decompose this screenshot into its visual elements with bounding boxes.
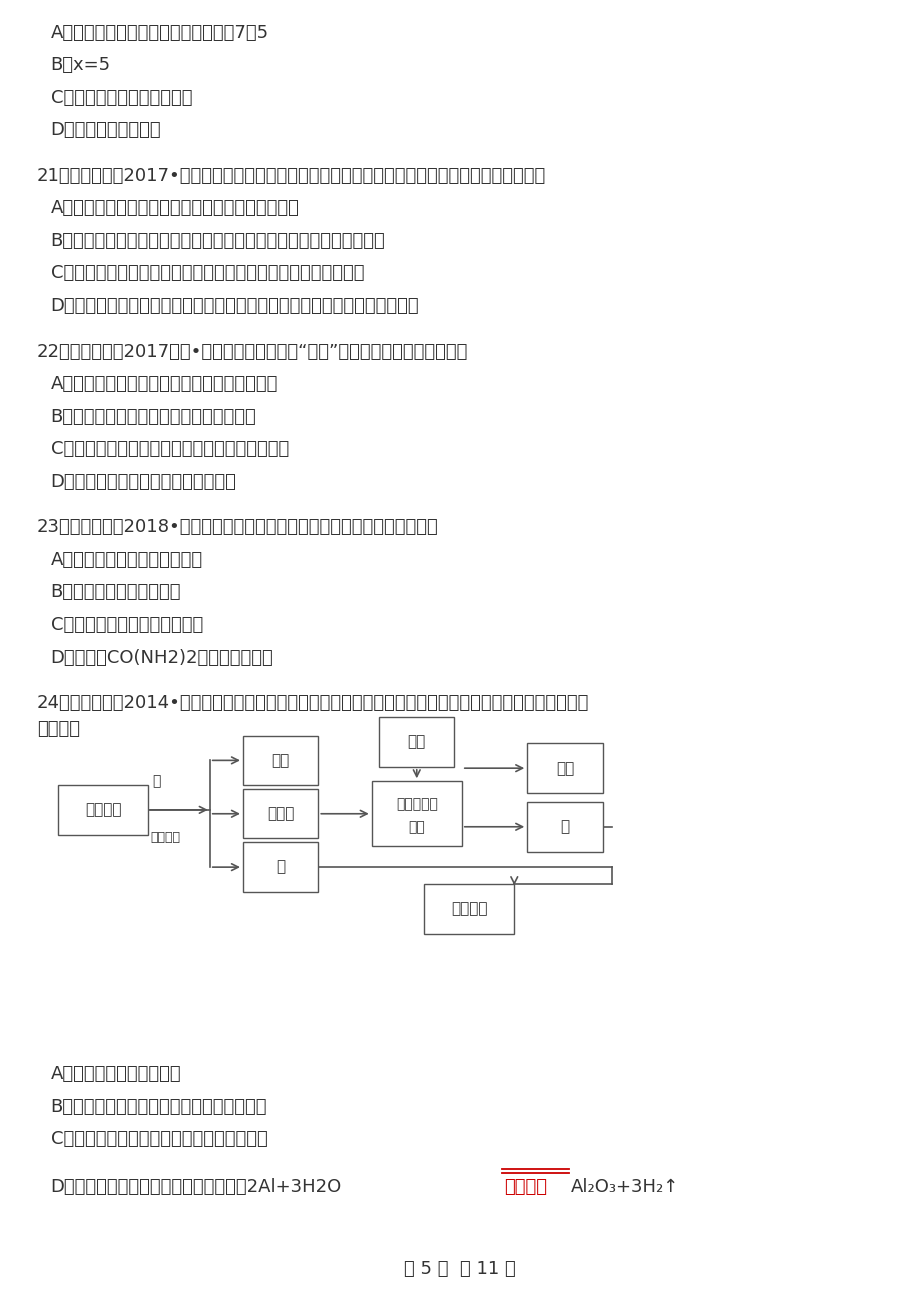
Text: D．该反应为分解反应: D．该反应为分解反应 — [51, 121, 161, 139]
FancyBboxPatch shape — [527, 743, 602, 793]
Text: B．决定元素化学性质的是－最外层电子数: B．决定元素化学性质的是－最外层电子数 — [51, 408, 256, 426]
Text: 一定条件: 一定条件 — [150, 831, 180, 844]
FancyBboxPatch shape — [243, 842, 318, 892]
Text: 第 5 页  共 11 页: 第 5 页 共 11 页 — [403, 1260, 516, 1279]
Text: A．铝、銀均属于金属单质，它们都能与稀硫酸反应: A．铝、銀均属于金属单质，它们都能与稀硫酸反应 — [51, 199, 300, 217]
Text: A．决定元素周期表中原子序数的是－核电荷数: A．决定元素周期表中原子序数的是－核电荷数 — [51, 375, 278, 393]
Text: C．决定元素相对原子质量的是－质子数和中子数: C．决定元素相对原子质量的是－质子数和中子数 — [51, 440, 289, 458]
FancyBboxPatch shape — [371, 781, 461, 846]
FancyBboxPatch shape — [379, 717, 454, 767]
Text: 氧化铝: 氧化铝 — [267, 806, 294, 822]
Text: A．铝镈合金可以循环使用: A．铝镈合金可以循环使用 — [51, 1065, 181, 1083]
FancyBboxPatch shape — [58, 785, 148, 835]
FancyBboxPatch shape — [424, 884, 514, 934]
Text: D．决定元素种类的是－相对原子质量: D．决定元素种类的是－相对原子质量 — [51, 473, 236, 491]
Text: 水: 水 — [153, 773, 161, 788]
Text: 阳光: 阳光 — [407, 734, 425, 750]
Text: 镈: 镈 — [276, 859, 285, 875]
Text: 氧气: 氧气 — [555, 760, 573, 776]
Text: 22．（２分）（2017九上•开江月考）下列关于“决定”的说法不正确的是（　　）: 22．（２分）（2017九上•开江月考）下列关于“决定”的说法不正确的是（ ） — [37, 342, 468, 361]
Text: （　　）: （ ） — [37, 720, 80, 738]
Text: C．氢氧化鑃用于治疗胃酸过多: C．氢氧化鑃用于治疗胃酸过多 — [51, 616, 202, 634]
Text: 太阳能电池: 太阳能电池 — [395, 797, 437, 811]
Text: 24．（２分）（2014•无锡）美国普度大学研发出一种制备氢气的新工艺，流程如图所示．下列说法错误的是: 24．（２分）（2014•无锡）美国普度大学研发出一种制备氢气的新工艺，流程如图… — [37, 694, 588, 712]
Text: 一定条件: 一定条件 — [504, 1178, 547, 1197]
Text: 铝镈合金: 铝镈合金 — [85, 802, 121, 818]
Text: D．铝镈合金与水反应的化学方程式为：2Al+3H2O: D．铝镈合金与水反应的化学方程式为：2Al+3H2O — [51, 1178, 342, 1197]
FancyBboxPatch shape — [527, 802, 602, 852]
Text: 铝镈合金: 铝镈合金 — [450, 901, 487, 917]
Text: B．x=5: B．x=5 — [51, 56, 110, 74]
Text: C．硫酸铵、氯化铵均属于铵盐，它们都不能跟碘性肥料混合使用: C．硫酸铵、氯化铵均属于铵盐，它们都不能跟碘性肥料混合使用 — [51, 264, 364, 283]
Text: A．乙、丁两种物质间反应的质量比为7：5: A．乙、丁两种物质间反应的质量比为7：5 — [51, 23, 268, 42]
FancyBboxPatch shape — [243, 736, 318, 785]
Text: D．一氧化碳、三氧化硫均属于非金属氧化物，它们都能与氮氧化鑃溶液反应: D．一氧化碳、三氧化硫均属于非金属氧化物，它们都能与氮氧化鑃溶液反应 — [51, 297, 419, 315]
Text: Al₂O₃+3H₂↑: Al₂O₃+3H₂↑ — [571, 1178, 679, 1197]
Text: 21．（２分）（2017•安陆模拟）分类法在科学研究中具有广泛的应用．下列说法正确的是（　　）: 21．（２分）（2017•安陆模拟）分类法在科学研究中具有广泛的应用．下列说法正… — [37, 167, 546, 185]
Text: C．流程中的氧化铝、水和氧气都属于氧化物: C．流程中的氧化铝、水和氧气都属于氧化物 — [51, 1130, 267, 1148]
Text: C．丙一定是该反应的催化剂: C．丙一定是该反应的催化剂 — [51, 89, 192, 107]
Text: 23．（２分）（2018•太仓模拟）有关下列物质的用途描述正确的是（　　）: 23．（２分）（2018•太仓模拟）有关下列物质的用途描述正确的是（ ） — [37, 518, 438, 536]
Text: 氢气: 氢气 — [271, 753, 289, 768]
Text: B．液氧作火箭发射的燃料: B．液氧作火箭发射的燃料 — [51, 583, 181, 602]
Text: B．金刚石和石墨都是由碳元素组成的单质，它们的原子排列方式相同: B．金刚石和石墨都是由碳元素组成的单质，它们的原子排列方式相同 — [51, 232, 385, 250]
FancyBboxPatch shape — [243, 789, 318, 838]
Text: A．稀盐酸用于铁制品表面除锈: A．稀盐酸用于铁制品表面除锈 — [51, 551, 202, 569]
Text: D．尿素［CO(NH2)2］作优质复合肥: D．尿素［CO(NH2)2］作优质复合肥 — [51, 648, 273, 667]
Text: 铝: 铝 — [560, 819, 569, 835]
Text: B．太阳能的利用可以部分解决能源危机问题: B．太阳能的利用可以部分解决能源危机问题 — [51, 1098, 267, 1116]
Text: 电解: 电解 — [408, 820, 425, 833]
